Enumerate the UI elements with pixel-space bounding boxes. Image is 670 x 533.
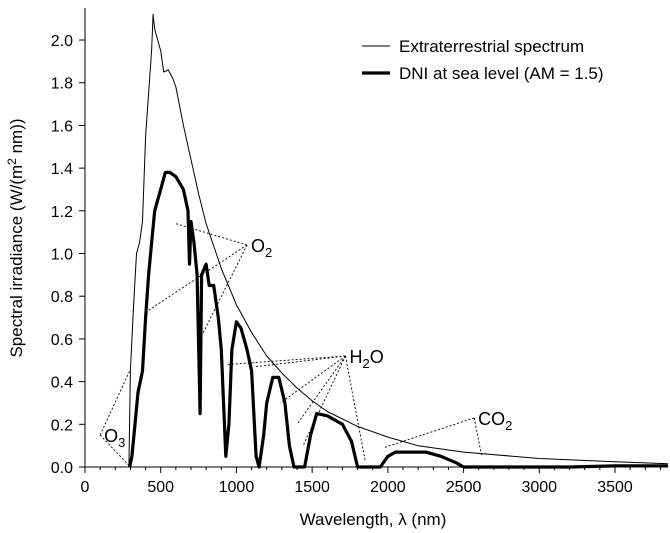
y-axis-title-sup: 2 [5, 158, 19, 165]
series-extraterrestrial-line [128, 13, 669, 468]
y-axis-title-part: nm)) [7, 118, 26, 158]
y-tick-label: 1.8 [51, 76, 73, 93]
x-axis-title: Wavelength, λ (nm) [300, 510, 447, 529]
annotation-tail: O [370, 347, 384, 367]
y-axis-title: Spectral irradiance (W/(m2 nm)) [5, 118, 26, 357]
legend: Extraterrestrial spectrum DNI at sea leve… [362, 37, 604, 83]
annotation-base: CO [478, 409, 505, 429]
annotation-leader-line [345, 355, 366, 461]
annotation-base: O [104, 426, 118, 446]
x-tick-label: 2000 [370, 479, 406, 496]
x-tick-label: 2500 [446, 479, 482, 496]
annotation-leader-line [302, 355, 346, 446]
legend-label: DNI at sea level (AM = 1.5) [399, 64, 604, 83]
annotation-sub: 3 [118, 435, 125, 450]
annotation-leader-line [199, 244, 248, 340]
annotation-label: CO2 [478, 409, 512, 433]
x-tick-label: 1500 [294, 479, 330, 496]
x-tick-label: 3000 [521, 479, 557, 496]
axes: 0 500 1000 1500 2000 2500 3000 3500 0.0 0.2 0.4 0.6… [51, 8, 668, 496]
x-tick-label: 1000 [219, 479, 255, 496]
series-dni-sea-level-line [128, 170, 668, 469]
annotation-leader-line [175, 223, 248, 246]
legend-label: Extraterrestrial spectrum [399, 37, 584, 56]
y-tick-label: 0.0 [51, 460, 73, 477]
annotation-leader-line [383, 417, 475, 449]
y-tick-label: 1.2 [51, 204, 73, 221]
y-tick-label: 1.6 [51, 118, 73, 135]
annotation-label: O2 [251, 236, 272, 260]
x-tick-label: 0 [81, 479, 90, 496]
x-tick-label: 500 [147, 479, 174, 496]
y-tick-label: 2.0 [51, 33, 73, 50]
annotation-leader-line [473, 417, 483, 457]
annotation-sub: 2 [505, 418, 512, 433]
annotation-label: O3 [104, 426, 125, 450]
y-axis-title-part: Spectral irradiance (W/(m [7, 165, 26, 358]
y-tick-label: 1.0 [51, 247, 73, 264]
annotation-sub: 2 [362, 356, 369, 371]
annotation-label: H2O [349, 347, 383, 371]
annotation-leader-line [227, 355, 346, 365]
annotation-leader-line [99, 434, 131, 468]
y-tick-label: 0.4 [51, 375, 73, 392]
y-tick-label: 0.6 [51, 332, 73, 349]
x-tick-label: 3500 [597, 479, 633, 496]
annotation-leader-line [296, 355, 346, 425]
annotation-sub: 2 [265, 245, 272, 260]
annotation-base: H [349, 347, 362, 367]
annotation-base: O [251, 236, 265, 256]
y-tick-label: 1.4 [51, 161, 73, 178]
annotation-leader-line [256, 355, 346, 368]
annotation-leader-line [280, 355, 346, 404]
y-tick-label: 0.8 [51, 289, 73, 306]
y-tick-label: 0.2 [51, 417, 73, 434]
annotation-leader-line [143, 244, 248, 314]
